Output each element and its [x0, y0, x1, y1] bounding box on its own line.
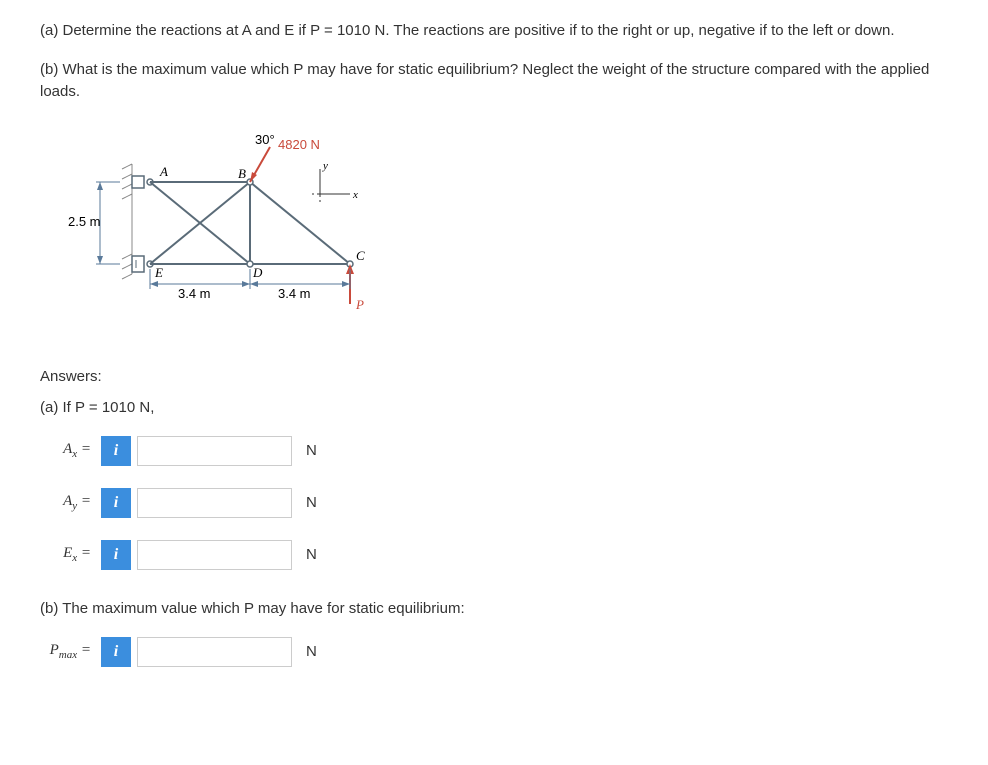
input-row-ex: Ex = i N — [40, 540, 948, 570]
sub-heading-a: (a) If P = 1010 N, — [40, 399, 948, 416]
axis-x: x — [352, 189, 358, 201]
label-c: C — [356, 248, 365, 263]
label-e: E — [154, 265, 163, 280]
unit-ax: N — [306, 442, 317, 459]
top-force-label: 4820 N — [278, 137, 320, 152]
unit-pmax: N — [306, 643, 317, 660]
input-row-pmax: Pmax = i N — [40, 637, 948, 667]
info-button[interactable]: i — [101, 436, 131, 466]
input-row-ay: Ay = i N — [40, 488, 948, 518]
input-row-ax: Ax = i N — [40, 436, 948, 466]
label-ax: Ax = — [40, 441, 95, 460]
label-ex: Ex = — [40, 545, 95, 564]
problem-part-a: (a) Determine the reactions at A and E i… — [40, 20, 948, 43]
height-dim: 2.5 m — [68, 214, 101, 229]
span2-dim: 3.4 m — [278, 286, 311, 301]
label-ay: Ay = — [40, 493, 95, 512]
label-pmax: Pmax = — [40, 642, 95, 661]
input-ex[interactable] — [137, 540, 292, 570]
figure: 30° 4820 N A B C D E P y x 2.5 m 3.4 m 3… — [60, 124, 948, 338]
info-button[interactable]: i — [101, 637, 131, 667]
span1-dim: 3.4 m — [178, 286, 211, 301]
problem-part-b: (b) What is the maximum value which P ma… — [40, 59, 948, 104]
label-p: P — [355, 297, 364, 312]
sub-heading-b: (b) The maximum value which P may have f… — [40, 600, 948, 617]
input-ay[interactable] — [137, 488, 292, 518]
answers-heading: Answers: — [40, 368, 948, 385]
info-button[interactable]: i — [101, 488, 131, 518]
unit-ex: N — [306, 546, 317, 563]
angle-label: 30° — [255, 132, 275, 147]
info-button[interactable]: i — [101, 540, 131, 570]
label-d: D — [252, 265, 263, 280]
unit-ay: N — [306, 494, 317, 511]
input-ax[interactable] — [137, 436, 292, 466]
label-a: A — [159, 164, 168, 179]
axis-y: y — [322, 160, 328, 172]
label-b: B — [238, 166, 246, 181]
input-pmax[interactable] — [137, 637, 292, 667]
